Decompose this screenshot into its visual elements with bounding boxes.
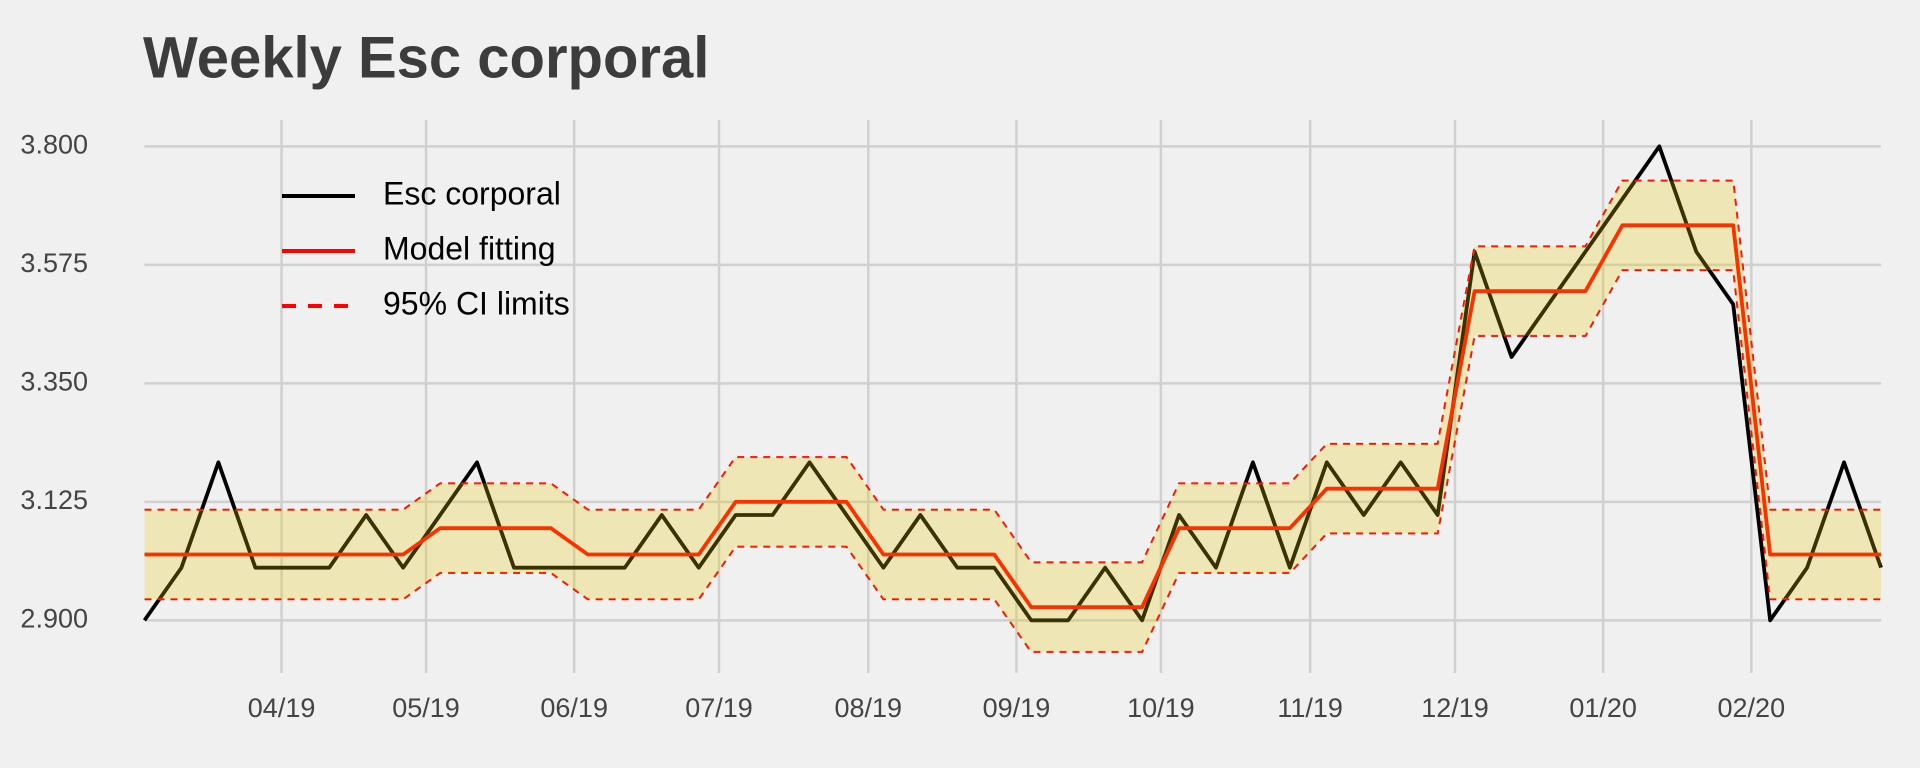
x-tick-label: 05/19 bbox=[392, 693, 460, 723]
x-tick-label: 04/19 bbox=[248, 693, 316, 723]
legend-label: Esc corporal bbox=[383, 175, 561, 211]
x-tick-label: 12/19 bbox=[1421, 693, 1489, 723]
chart-title: Weekly Esc corporal bbox=[143, 25, 709, 90]
series-line bbox=[142, 144, 1883, 623]
series-line bbox=[144, 269, 1881, 653]
x-tick-label: 07/19 bbox=[685, 693, 753, 723]
x-tick-label: 11/19 bbox=[1277, 693, 1343, 723]
x-tick-label: 06/19 bbox=[540, 693, 608, 723]
x-tick-label: 02/20 bbox=[1718, 693, 1786, 723]
y-tick-label: 3.575 bbox=[20, 248, 88, 278]
x-tick-label: 08/19 bbox=[834, 693, 902, 723]
legend-label: 95% CI limits bbox=[383, 285, 570, 321]
legend-label: Model fitting bbox=[383, 230, 556, 266]
y-tick-label: 2.900 bbox=[20, 603, 88, 633]
x-tick-label: 10/19 bbox=[1127, 693, 1195, 723]
y-tick-label: 3.125 bbox=[20, 485, 88, 515]
series-line bbox=[144, 223, 1881, 610]
series-line bbox=[144, 179, 1881, 564]
y-tick-label: 3.800 bbox=[20, 129, 88, 159]
y-tick-label: 3.350 bbox=[20, 366, 88, 396]
x-tick-label: 01/20 bbox=[1569, 693, 1637, 723]
x-tick-label: 09/19 bbox=[983, 693, 1051, 723]
ci-band bbox=[144, 180, 1881, 652]
